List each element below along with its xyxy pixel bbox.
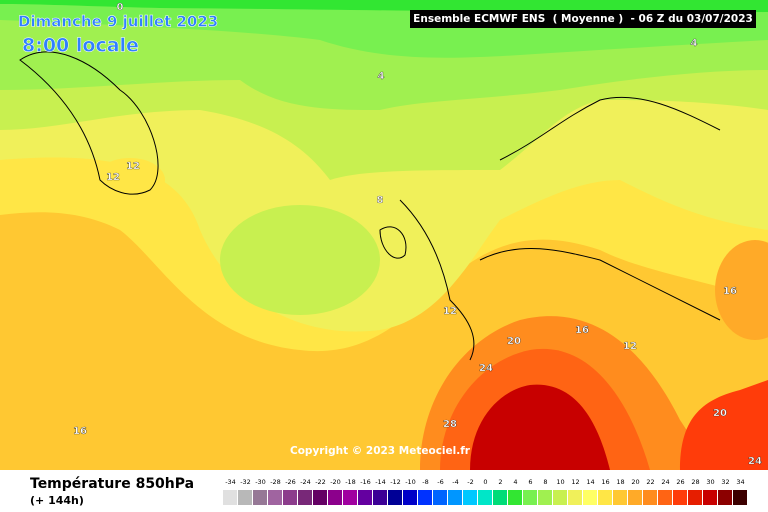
- map-time: 8:00 locale: [22, 35, 139, 57]
- scale-swatch: [718, 490, 732, 505]
- contour-label: 20: [713, 408, 727, 419]
- scale-swatch: [733, 490, 747, 505]
- contour-label: 16: [73, 426, 87, 437]
- contour-label: 12: [126, 161, 140, 172]
- scale-swatch: [673, 490, 687, 505]
- scale-label: -10: [405, 478, 416, 486]
- scale-label: 14: [586, 478, 594, 486]
- scale-swatch: [403, 490, 417, 505]
- scale-swatch: [238, 490, 252, 505]
- scale-label: -14: [375, 478, 386, 486]
- scale-swatch: [598, 490, 612, 505]
- footer-title: Température 850hPa: [30, 476, 194, 492]
- copyright: Copyright © 2023 Meteociel.fr: [290, 445, 471, 457]
- contour-label: 12: [623, 341, 637, 352]
- contour-label: 24: [479, 363, 493, 374]
- scale-swatch: [688, 490, 702, 505]
- scale-label: 16: [601, 478, 609, 486]
- scale-swatch: [643, 490, 657, 505]
- contour-label: 28: [443, 419, 457, 430]
- scale-swatch: [523, 490, 537, 505]
- scale-swatch: [493, 490, 507, 505]
- contour-label: 16: [723, 286, 737, 297]
- scale-label: 20: [631, 478, 639, 486]
- scale-swatch: [268, 490, 282, 505]
- scale-swatch: [703, 490, 717, 505]
- scale-label: -24: [300, 478, 311, 486]
- contour-label: 0: [117, 2, 124, 13]
- scale-label: 32: [721, 478, 729, 486]
- scale-swatch: [658, 490, 672, 505]
- scale-swatch: [478, 490, 492, 505]
- scale-label: -12: [390, 478, 401, 486]
- scale-swatch: [448, 490, 462, 505]
- scale-swatch: [418, 490, 432, 505]
- scale-swatch: [583, 490, 597, 505]
- scale-swatch: [508, 490, 522, 505]
- contour-labels: 0 4 4 8 12 12 12 16 16 12 20 24 28 20 24 16: [73, 2, 762, 467]
- scale-swatch: [328, 490, 342, 505]
- model-info: Ensemble ECMWF ENS ( Moyenne ) - 06 Z du…: [413, 13, 753, 25]
- scale-swatch: [373, 490, 387, 505]
- scale-swatch: [343, 490, 357, 505]
- scale-swatch: [628, 490, 642, 505]
- scale-label: -34: [225, 478, 236, 486]
- scale-label: -2: [467, 478, 473, 486]
- scale-swatch: [253, 490, 267, 505]
- contour-label: 16: [575, 325, 589, 336]
- contour-label: 12: [106, 172, 120, 183]
- scale-swatch: [433, 490, 447, 505]
- scale-swatch: [613, 490, 627, 505]
- scale-label: 2: [498, 478, 502, 486]
- map-date: Dimanche 9 juillet 2023: [18, 13, 218, 31]
- color-scale: -34 -32 -30 -28 -26 -24 -22 -20 -18 -16 -14 -12 -10-…: [223, 478, 747, 505]
- scale-swatch: [568, 490, 582, 505]
- scale-label: -26: [285, 478, 296, 486]
- scale-label: -6: [437, 478, 443, 486]
- scale-swatch: [463, 490, 477, 505]
- contour-label: 20: [507, 336, 521, 347]
- contour-label: 8: [377, 195, 384, 206]
- scale-swatch: [313, 490, 327, 505]
- scale-swatch: [358, 490, 372, 505]
- contour-label: 4: [691, 38, 698, 49]
- contour-label: 4: [378, 71, 385, 82]
- scale-label: 0: [483, 478, 487, 486]
- scale-label: 28: [691, 478, 699, 486]
- scale-label: 4: [513, 478, 517, 486]
- scale-label: -28: [270, 478, 281, 486]
- scale-label: -16: [360, 478, 371, 486]
- scale-swatch: [388, 490, 402, 505]
- scale-label: -20: [330, 478, 341, 486]
- scale-label: -32: [240, 478, 251, 486]
- model-banner: [410, 10, 756, 28]
- contour-label: 24: [748, 456, 762, 467]
- scale-label: 30: [706, 478, 714, 486]
- scale-label: 10: [556, 478, 564, 486]
- scale-label: 18: [616, 478, 624, 486]
- scale-label: -18: [345, 478, 356, 486]
- scale-swatch: [223, 490, 237, 505]
- scale-swatch: [283, 490, 297, 505]
- scale-label: 26: [676, 478, 684, 486]
- scale-label: 34: [736, 478, 744, 486]
- scale-swatch: [553, 490, 567, 505]
- scale-label: -8: [422, 478, 428, 486]
- scale-label: -4: [452, 478, 458, 486]
- footer-lead: (+ 144h): [30, 494, 84, 507]
- map: [0, 0, 768, 470]
- scale-label: 8: [543, 478, 547, 486]
- scale-label: -22: [315, 478, 326, 486]
- scale-label: 12: [571, 478, 579, 486]
- scale-label: 6: [528, 478, 532, 486]
- scale-swatch: [298, 490, 312, 505]
- scale-label: 24: [661, 478, 669, 486]
- scale-swatch: [538, 490, 552, 505]
- scale-label: -30: [255, 478, 266, 486]
- scale-label: 22: [646, 478, 654, 486]
- contour-label: 12: [443, 306, 457, 317]
